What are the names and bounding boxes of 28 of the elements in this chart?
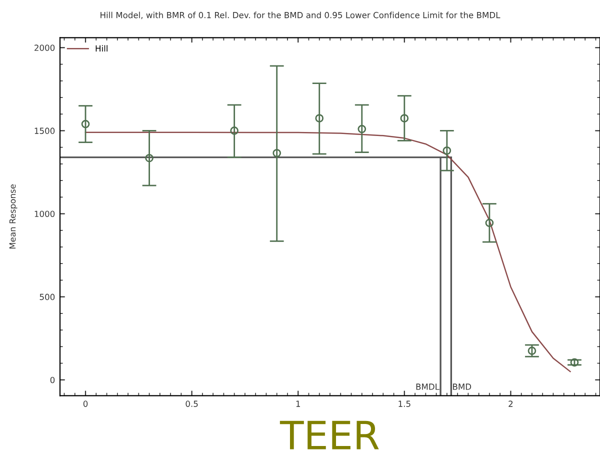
- x-tick-label: 1.5: [398, 400, 410, 407]
- point: [358, 124, 366, 134]
- point: [400, 114, 409, 122]
- y-tick-label: 1000: [34, 210, 55, 218]
- x-tick-label: 1: [296, 400, 300, 407]
- x-axis-title: TEER: [280, 420, 379, 450]
- x-tick-label: 0.5: [186, 400, 198, 407]
- ref-line-label: BMDL: [416, 384, 440, 390]
- y-tick-label: 1500: [34, 128, 55, 134]
- point: [230, 126, 238, 135]
- point: [145, 154, 154, 162]
- y-axis-title: Mean Response: [9, 184, 18, 249]
- line-series: [84, 132, 571, 372]
- point: [442, 146, 452, 155]
- point: [570, 358, 579, 367]
- point: [272, 148, 282, 158]
- y-tick-label: 0: [50, 376, 55, 384]
- ref-line-label: BMD: [453, 384, 472, 390]
- point: [81, 120, 90, 128]
- x-tick-label: 2: [508, 400, 513, 407]
- point: [315, 114, 324, 122]
- y-tick-label: 500: [40, 294, 55, 300]
- y-tick-label: 2000: [34, 44, 55, 51]
- point: [528, 346, 536, 355]
- chart-title: Hill Model, with BMR of 0.1 Rel. Dev. for the BMD and 0.95 Lower Confidence Limit for the BMDL: [100, 12, 500, 20]
- legend-label: Hill: [96, 45, 108, 52]
- point: [485, 218, 494, 228]
- x-tick-label: 0: [83, 400, 88, 407]
